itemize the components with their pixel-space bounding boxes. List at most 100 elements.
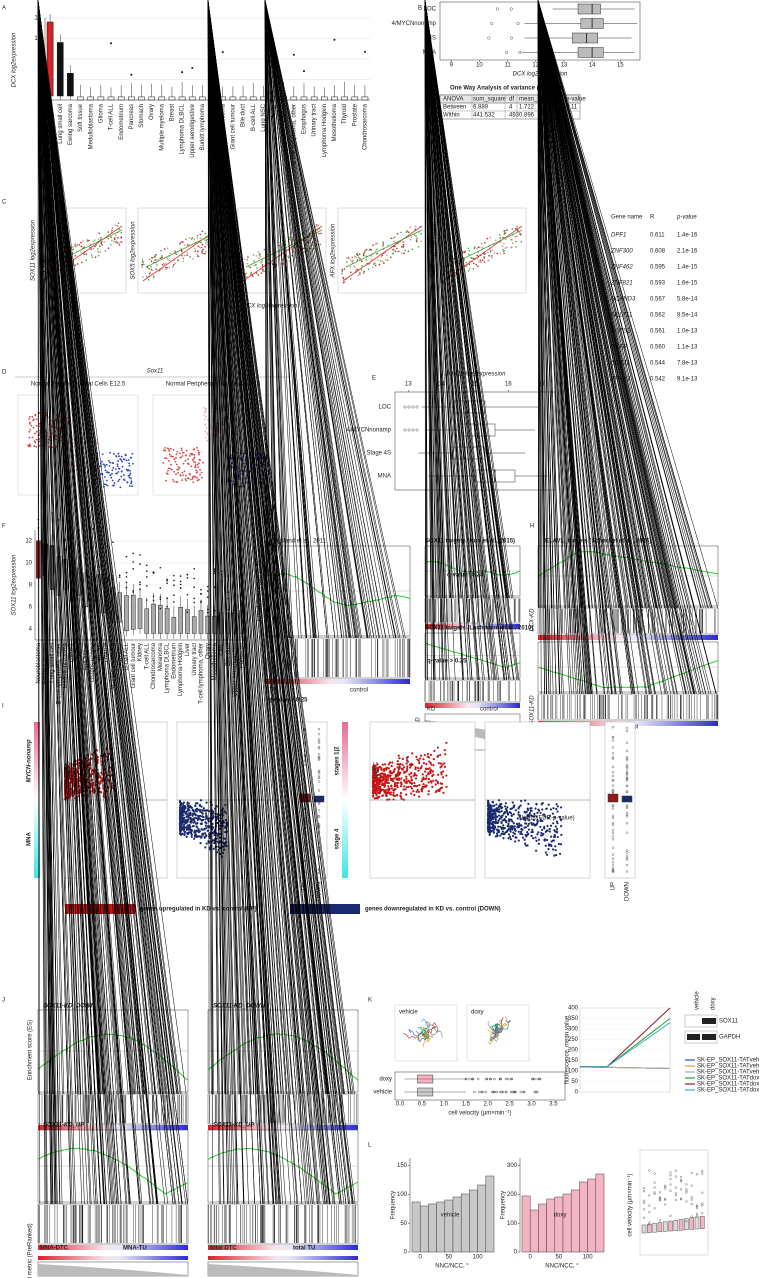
volcano-dot (523, 838, 526, 841)
scatter-dot (194, 250, 197, 252)
scatter-dot (467, 270, 470, 272)
volcano-dot (188, 823, 191, 826)
volcano-dot (197, 830, 201, 834)
outlier (213, 568, 216, 570)
hit (424, 0, 479, 681)
volcano-dot (200, 818, 203, 822)
volcano-dot (425, 774, 428, 777)
tsne-dot (184, 454, 187, 457)
volcano-dot (507, 837, 510, 840)
scatter-dot (359, 274, 361, 276)
axis-label: logFC (66, 761, 72, 778)
table-cell: 441.532 (473, 113, 495, 119)
scatter-dot (392, 249, 394, 251)
volcano-dot (407, 785, 410, 789)
scatter-dot (159, 257, 162, 260)
volcano-dot (509, 838, 512, 841)
outlier (118, 576, 121, 578)
scatter-dot (396, 247, 398, 250)
volcano-dot (388, 770, 391, 774)
volcano-dot (486, 821, 490, 824)
scatter-dot (80, 245, 83, 248)
hit (424, 0, 469, 599)
scatter-dot (91, 256, 94, 258)
box (151, 603, 156, 634)
tsne-dot (184, 478, 187, 480)
table-cell: ZNF821 (610, 281, 633, 287)
scatter-dot (188, 237, 191, 239)
scatter-dot (353, 265, 355, 267)
volcano-dot (541, 834, 544, 837)
scatter-dot (100, 241, 103, 244)
fit-line (445, 229, 523, 268)
volcano-dot (403, 771, 406, 774)
volcano-dot (397, 754, 400, 757)
tsne-dot (100, 460, 103, 463)
scatter-dot (368, 249, 371, 251)
category-label: Ewing sarcoma (68, 103, 74, 145)
tsne-dot (195, 469, 198, 472)
tsne-dot (127, 459, 130, 461)
scatter-dot (186, 251, 189, 254)
volcano-dot (212, 832, 215, 835)
tsne-dot (205, 427, 208, 429)
outlier (317, 741, 321, 744)
volcano-dot (396, 759, 399, 763)
box (67, 73, 74, 97)
tsne-dot (203, 418, 206, 421)
volcano-dot (192, 821, 195, 824)
volcano-dot (536, 811, 539, 814)
volcano-dot (445, 774, 448, 777)
hit (424, 0, 469, 681)
scatter-dot (356, 259, 358, 261)
scatter-dot (381, 254, 384, 257)
scatter-dot (99, 251, 102, 254)
volcano-dot (209, 835, 212, 838)
volcano-dot (199, 799, 203, 802)
hit (424, 0, 434, 681)
category-label: Ovary (149, 104, 155, 120)
scatter-dot (396, 233, 399, 235)
tsne-dot (193, 448, 196, 450)
box (290, 96, 298, 101)
volcano-dot (199, 842, 202, 845)
tsne-dot (111, 469, 114, 472)
outlier (130, 73, 133, 76)
scatter-dot (107, 231, 110, 233)
tsne-dot (30, 424, 33, 427)
scatter-dot (257, 251, 260, 253)
scatter-dot (370, 248, 372, 251)
scatter-dot (463, 251, 466, 254)
table-cell: 0.542 (650, 377, 666, 383)
hit (537, 0, 609, 695)
volcano-dot (417, 790, 420, 793)
outlier (186, 577, 189, 579)
volcano-dot (543, 838, 546, 842)
volcano-dot (371, 775, 375, 778)
outlier (200, 600, 202, 603)
tsne-dot (196, 479, 199, 482)
tsne-dot (198, 458, 201, 461)
tsne-dot (31, 436, 34, 439)
hit (264, 0, 289, 639)
tsne-dot (28, 415, 31, 418)
tsne-dot (164, 447, 166, 449)
outlier (173, 579, 175, 582)
scatter-dot (376, 242, 379, 244)
tsne-dot (181, 455, 184, 457)
volcano-dot (530, 821, 533, 824)
tsne-dot (117, 480, 120, 483)
scatter-dot (402, 241, 404, 243)
volcano-dot (494, 835, 497, 838)
volcano-dot (384, 763, 387, 766)
tsne-dot (131, 452, 134, 455)
volcano-dot (179, 819, 182, 822)
hit (537, 0, 606, 695)
scatter-dot (197, 255, 200, 258)
fit-line (45, 229, 123, 268)
tsne-dot (168, 453, 171, 456)
tsne-dot (192, 458, 195, 460)
hit (424, 0, 450, 681)
volcano-dot (405, 775, 408, 778)
volcano-dot (424, 777, 427, 781)
